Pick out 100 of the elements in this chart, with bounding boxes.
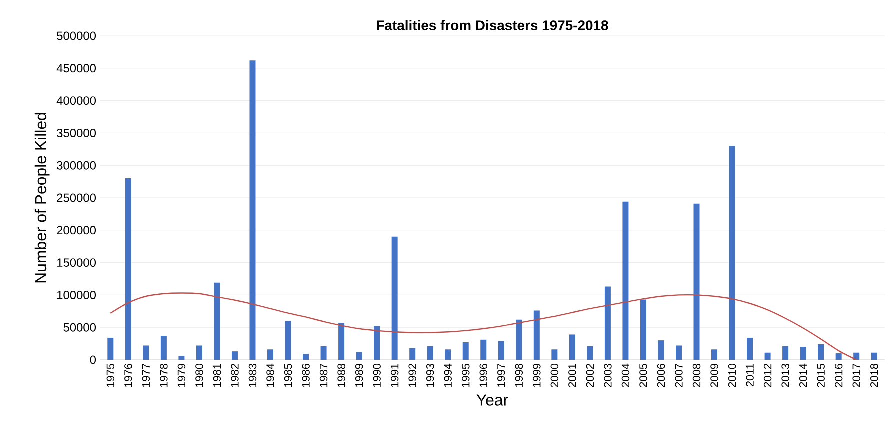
bar (445, 350, 452, 360)
x-tick-label: 1995 (462, 364, 470, 388)
bar (516, 320, 522, 360)
bar (108, 338, 114, 360)
bar (196, 346, 202, 360)
bar (800, 347, 806, 360)
y-tick-label: 150000 (57, 258, 96, 268)
x-tick-label: 2011 (746, 364, 754, 387)
x-tick-label: 2009 (710, 364, 718, 388)
bar (214, 282, 220, 360)
x-tick-label: 2007 (675, 364, 683, 388)
y-tick-label: 250000 (57, 194, 96, 202)
x-tick-label: 1996 (480, 364, 488, 388)
bar (232, 352, 238, 360)
y-tick-label: 500000 (57, 32, 96, 40)
x-tick-label: 2001 (568, 364, 576, 388)
bar (676, 346, 682, 360)
bar (729, 146, 736, 360)
bar (587, 346, 594, 360)
bar (410, 348, 416, 360)
x-tick-label: 2003 (604, 364, 612, 388)
bar (498, 341, 504, 360)
x-tick-label: 1979 (178, 364, 186, 388)
x-tick-label: 1990 (373, 364, 381, 388)
y-tick-label: 450000 (56, 64, 96, 73)
x-tick-label: 2010 (728, 364, 736, 388)
x-tick-label: 1998 (515, 364, 524, 388)
x-tick-label: 1984 (266, 364, 274, 388)
y-axis-title: Number of People Killed (34, 113, 50, 283)
x-tick-label: 1986 (302, 364, 310, 388)
y-tick-label: 400000 (56, 96, 96, 106)
bar (569, 334, 576, 360)
bar (338, 323, 345, 360)
bar (125, 178, 132, 360)
x-tick-label: 2000 (550, 364, 559, 388)
x-tick-label: 2012 (764, 364, 772, 388)
x-tick-label: 2015 (817, 364, 825, 388)
bar (480, 340, 487, 360)
x-tick-label: 1985 (284, 364, 292, 388)
bar (462, 342, 469, 360)
x-tick-label: 1988 (338, 364, 346, 388)
bar (356, 352, 362, 360)
x-tick-label: 1981 (213, 364, 222, 388)
y-tick-label: 50000 (64, 323, 96, 332)
x-tick-label: 1999 (533, 364, 541, 388)
x-tick-label: 1997 (498, 364, 506, 388)
x-tick-label: 2013 (782, 364, 790, 388)
x-tick-label: 1982 (231, 364, 239, 388)
bar (374, 326, 380, 360)
x-tick-label: 1980 (196, 364, 204, 388)
x-tick-label: 1993 (426, 364, 434, 388)
bar (871, 352, 878, 360)
x-tick-label: 1975 (106, 364, 115, 388)
bar (160, 336, 167, 360)
bar (604, 286, 611, 360)
bar (392, 236, 398, 360)
y-tick-label: 350000 (57, 128, 96, 138)
bar (552, 350, 558, 360)
x-tick-label: 2002 (586, 364, 594, 388)
x-tick-label: 2004 (622, 364, 630, 388)
x-tick-label: 1987 (320, 364, 328, 388)
x-tick-label: 1991 (390, 364, 399, 388)
y-tick-label: 300000 (57, 161, 96, 170)
x-tick-label: 1994 (444, 364, 452, 388)
bar (764, 352, 771, 360)
bar (427, 346, 434, 360)
bar (178, 356, 185, 360)
bar (747, 338, 754, 360)
x-tick-label: 2006 (657, 364, 666, 388)
bar (622, 202, 629, 360)
x-tick-label: 2018 (870, 364, 878, 388)
bar (303, 354, 310, 360)
bar (782, 346, 789, 360)
x-tick-label: 2016 (834, 364, 843, 388)
x-tick-label: 2008 (692, 364, 701, 388)
line-series (110, 292, 858, 360)
bar (534, 310, 540, 360)
x-tick-label: 1976 (124, 364, 132, 388)
x-tick-label: 1983 (248, 364, 257, 388)
chart-title: Fatalities from Disasters 1975-2018 (377, 20, 608, 31)
bar (250, 60, 256, 360)
bar (640, 300, 646, 360)
bar (320, 346, 327, 360)
y-tick-label: 200000 (57, 226, 96, 235)
x-tick-label: 2017 (852, 364, 860, 388)
x-tick-label: 2014 (799, 364, 808, 388)
bar (143, 346, 150, 360)
bar (836, 354, 842, 360)
bar (285, 321, 292, 360)
bar (712, 350, 718, 360)
x-tick-label: 1992 (408, 364, 416, 388)
y-tick-label: 100000 (57, 290, 96, 300)
bar (658, 340, 664, 360)
x-tick-label: 2005 (640, 364, 648, 388)
bar (694, 204, 700, 360)
bar (268, 350, 274, 360)
x-axis-title: Year (476, 394, 508, 406)
x-tick-label: 1978 (160, 364, 168, 388)
bar (818, 344, 824, 360)
y-tick-label: 0 (90, 356, 96, 364)
